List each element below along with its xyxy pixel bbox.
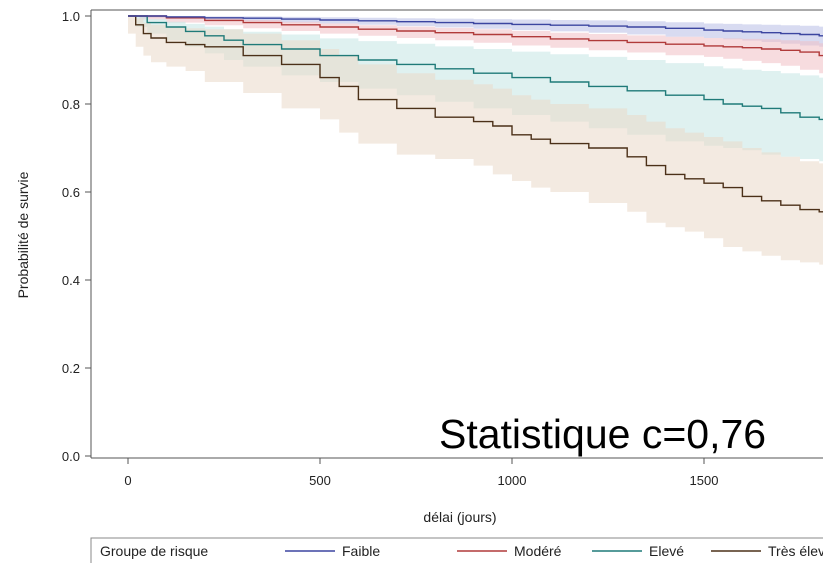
confidence-band-2 [128, 16, 823, 74]
x-tick-label: 500 [309, 473, 331, 488]
y-tick-label: 0.4 [62, 273, 80, 288]
confidence-bands [128, 16, 823, 265]
confidence-band-4 [128, 16, 823, 265]
x-axis-ticks: 0 500 1000 1500 [124, 458, 718, 488]
x-tick-label: 1000 [498, 473, 527, 488]
legend-label: Faible [342, 543, 380, 559]
y-tick-label: 0.0 [62, 449, 80, 464]
y-tick-label: 0.6 [62, 185, 80, 200]
legend-label: Modéré [514, 543, 562, 559]
x-tick-label: 0 [124, 473, 131, 488]
survival-line-1 [128, 15, 823, 37]
legend-label: Elevé [649, 543, 684, 559]
c-statistic-annotation: Statistique c=0,76 [439, 411, 766, 457]
survival-line-4 [128, 15, 823, 213]
legend-entries: Faible Modéré Elevé Très élevé [285, 543, 823, 559]
x-axis-title: délai (jours) [423, 509, 496, 525]
x-tick-label: 1500 [690, 473, 719, 488]
survival-line-3 [128, 15, 823, 121]
y-tick-label: 1.0 [62, 9, 80, 24]
legend-box [90, 537, 823, 563]
survival-curves [128, 15, 823, 213]
y-axis-ticks: 0.0 0.2 0.4 0.6 0.8 1.0 [62, 9, 91, 464]
y-tick-label: 0.2 [62, 361, 80, 376]
confidence-band-1 [128, 16, 823, 47]
y-axis-title: Probabilité de survie [15, 171, 31, 298]
legend-label: Très élevé [768, 543, 823, 559]
legend-title: Groupe de risque [100, 543, 208, 559]
survival-line-2 [128, 15, 823, 57]
y-tick-label: 0.8 [62, 97, 80, 112]
